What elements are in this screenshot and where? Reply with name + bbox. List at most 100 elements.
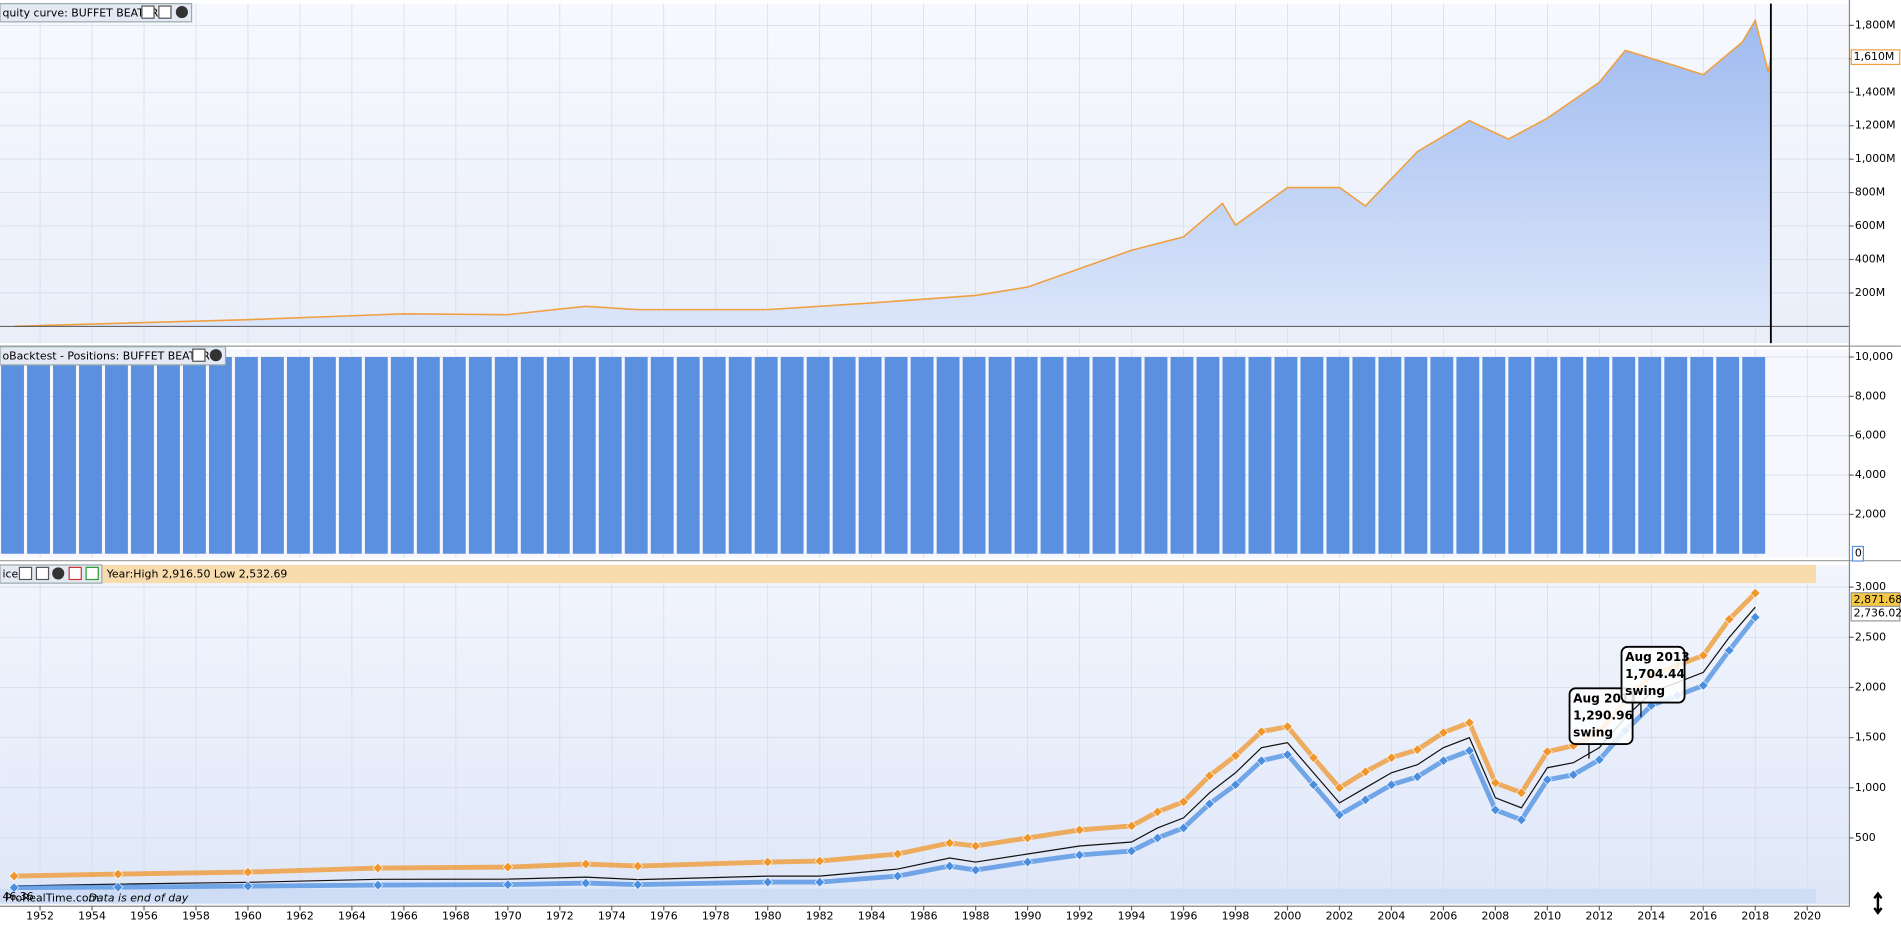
x-tick-label: 1958 [182,910,210,923]
x-tick-label: 2004 [1378,910,1406,923]
price-marker [1126,845,1137,857]
price-marker [1282,749,1293,760]
last-value-box [1851,545,1864,562]
position-bar [1144,357,1168,554]
position-bar [1586,357,1610,554]
position-bar [468,357,492,554]
position-bar [260,357,284,554]
maximize-icon[interactable] [35,566,50,581]
x-tick-label: 1998 [1222,910,1250,923]
last-value: 1,610M [1854,50,1895,63]
price-marker [944,860,955,872]
title-tab [0,346,227,366]
y-tick-label: 2,000 [1855,680,1886,693]
price-marker [1594,754,1605,765]
footer-site: ProRealTime.com [5,891,99,904]
position-bar [1092,357,1116,554]
price-marker [1698,650,1709,661]
maximize-icon[interactable] [192,348,206,362]
price-marker [1438,755,1449,766]
ui: quity curve: BUFFET BEATER oBacktest - P… [0,3,1883,915]
position-bar [702,357,726,554]
position-bar [1040,357,1064,554]
position-bar [442,357,466,554]
price-marker [1360,766,1371,778]
position-bar [832,357,856,554]
price-marker [1074,849,1085,861]
position-bar [936,357,960,554]
position-bar [1664,357,1688,554]
price-marker [970,840,981,852]
y-tick-label: 400M [1855,252,1885,265]
x-tick-label: 1960 [234,910,262,923]
last-value: 2,871.68 [1854,593,1901,606]
settings-icon[interactable] [18,566,33,581]
position-bar [1742,357,1766,554]
x-tick-label: 2002 [1326,910,1354,923]
position-bar [494,357,518,554]
y-tick-label: 3,000 [1855,580,1886,593]
position-bar [157,357,180,554]
y-tick-label: 200M [1855,286,1885,299]
x-tick-label: 1974 [598,910,626,923]
position-bar [1638,357,1662,554]
close-icon[interactable] [209,349,222,362]
close-icon[interactable] [52,567,65,580]
volume-strip [0,888,1817,904]
x-tick-label: 1968 [442,910,470,923]
header-strip [0,564,1817,584]
position-bar [780,357,804,554]
x-tick-label: 2014 [1637,910,1665,923]
price-marker [1542,774,1553,786]
y-tick-label: 6,000 [1855,429,1886,442]
y-tick-label: 10,000 [1855,350,1893,363]
price-marker [1308,752,1319,763]
price-line [14,606,1756,887]
position-bar [27,357,50,554]
price-marker [1724,613,1735,625]
y-tick-label: 1,400M [1855,85,1896,98]
x-tick-label: 2008 [1482,910,1510,923]
position-bar [234,357,258,554]
up-icon[interactable] [85,566,99,581]
y-tick-label: 1,200M [1855,119,1896,132]
settings-icon[interactable] [141,5,155,19]
position-bar [105,357,128,554]
maximize-icon[interactable] [158,5,172,19]
x-tick-label: 1980 [754,910,782,923]
last-value-box [1850,49,1901,66]
position-bar [1404,357,1428,554]
y-tick-label: 4,000 [1855,468,1886,481]
position-bar [806,357,830,554]
y-tick-label: 600M [1855,219,1885,232]
equity-line [14,18,1772,328]
price-marker [8,882,20,893]
x-tick-label: 1956 [130,910,158,923]
y-tick-label: 1,000 [1855,781,1886,794]
price-marker [1126,820,1137,832]
panel-subtitle: Year:High 2,916.50 Low 2,532.69 [106,568,288,581]
annotation-date: Aug 2013 [1625,650,1690,664]
price-marker [1490,777,1501,789]
price-marker [632,860,644,872]
position-bar [624,357,648,554]
price-marker [372,862,384,874]
price-marker [1178,796,1189,808]
position-bar [754,357,778,554]
close-icon[interactable] [175,6,188,19]
price-marker [1230,779,1241,791]
price-marker [8,870,20,882]
price-marker [944,837,955,849]
add-icon[interactable] [68,566,82,581]
position-bar [1222,357,1246,554]
price-marker [1542,746,1553,757]
annotation-box [1568,687,1634,745]
price-marker [1568,769,1579,781]
price-marker [1749,587,1761,599]
position-bar [131,357,154,554]
price-marker [1412,744,1423,755]
resize-handle[interactable] [1873,891,1883,915]
price-marker [580,858,592,870]
y-tick-label: 800M [1855,186,1885,199]
x-tick-label: 1976 [650,910,678,923]
